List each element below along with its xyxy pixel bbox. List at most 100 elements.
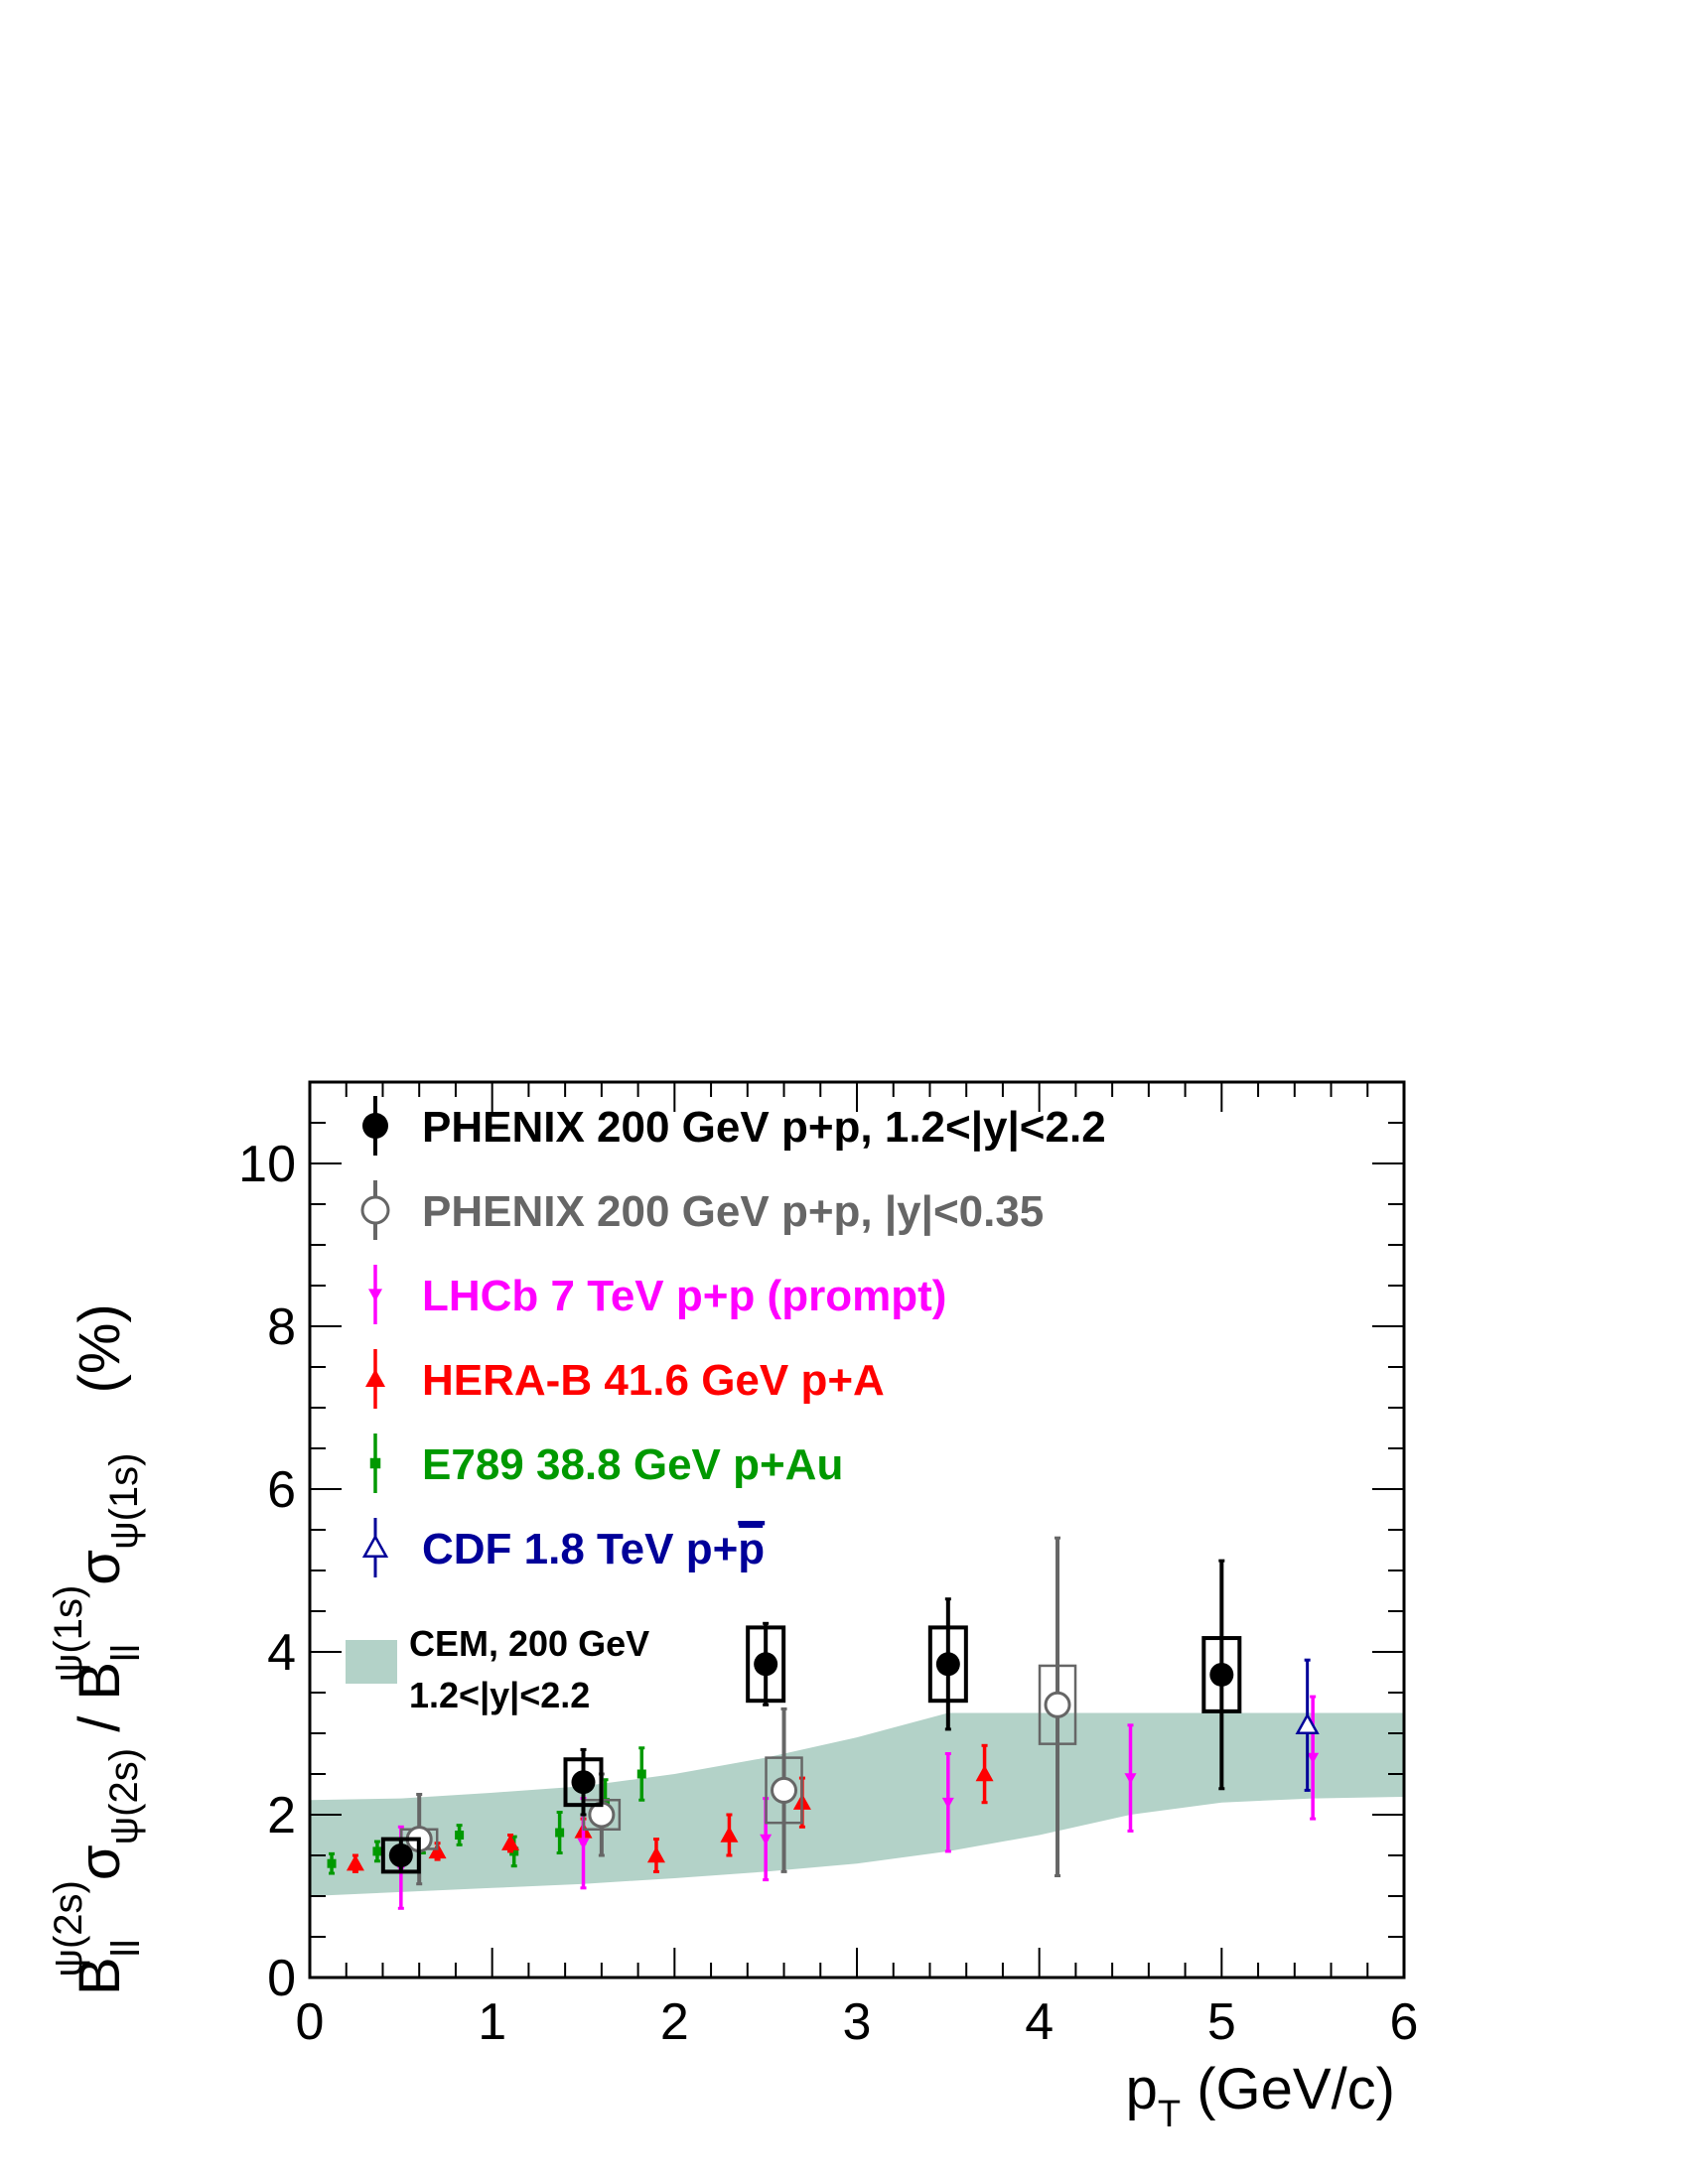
x-tick-label: 0 bbox=[296, 1993, 325, 2051]
x-tick-label: 6 bbox=[1390, 1993, 1419, 2051]
x-tick-label: 2 bbox=[660, 1993, 689, 2051]
y-title-psi1s-sub: ψ(1s) bbox=[102, 1453, 146, 1550]
y-title-ll2: ll bbox=[104, 1644, 148, 1662]
data-point bbox=[380, 1837, 421, 1874]
data-point bbox=[1307, 1695, 1320, 1821]
data-point bbox=[1201, 1559, 1242, 1791]
y-tick-label: 8 bbox=[267, 1298, 296, 1356]
data-point bbox=[346, 1853, 364, 1873]
marker-up-triangle bbox=[346, 1854, 364, 1871]
y-title-psi2s-sup: ψ(2s) bbox=[47, 1880, 90, 1977]
marker-down-triangle bbox=[1124, 1773, 1137, 1785]
data-point bbox=[765, 1706, 803, 1873]
marker-down-triangle bbox=[760, 1834, 773, 1845]
marker-filled-square bbox=[327, 1858, 337, 1868]
x-tick-label: 5 bbox=[1207, 1993, 1236, 2051]
marker-up-triangle bbox=[975, 1765, 994, 1782]
y-title-b2: B bbox=[68, 1662, 132, 1701]
marker-down-triangle bbox=[941, 1797, 954, 1809]
data-point bbox=[563, 1747, 604, 1817]
marker-filled-circle bbox=[388, 1843, 413, 1867]
marker-filled-square bbox=[369, 1457, 381, 1469]
data-point bbox=[327, 1851, 337, 1875]
marker-open-circle bbox=[771, 1776, 798, 1804]
x-axis-title-sub: T bbox=[1158, 2094, 1181, 2135]
legend-band-label-1: CEM, 200 GeV bbox=[409, 1623, 649, 1664]
legend-entry: CDF 1.8 TeV p+p bbox=[361, 1518, 765, 1577]
legend-cdf-main: CDF 1.8 TeV p+ bbox=[422, 1525, 738, 1573]
series-5 bbox=[1295, 1658, 1320, 1792]
y-title-psi1s-sup: ψ(1s) bbox=[47, 1585, 90, 1682]
data-point bbox=[1124, 1723, 1137, 1833]
x-axis-title-main: p bbox=[1126, 2057, 1158, 2121]
legend-label: E789 38.8 GeV p+Au bbox=[422, 1440, 843, 1489]
cem-band-layer bbox=[310, 1712, 1404, 1896]
legend-label: PHENIX 200 GeV p+p, 1.2<|y|<2.2 bbox=[422, 1103, 1106, 1153]
x-axis-title: pT (GeV/c) bbox=[1126, 2057, 1395, 2135]
legend-entry: HERA-B 41.6 GeV p+A bbox=[365, 1349, 885, 1409]
y-title-sigma1: σ bbox=[68, 1844, 132, 1880]
y-tick-label: 4 bbox=[267, 1624, 296, 1682]
marker-up-triangle bbox=[428, 1842, 447, 1859]
legend-entry: PHENIX 200 GeV p+p, |y|<0.35 bbox=[360, 1180, 1044, 1240]
legend-band-label-2: 1.2<|y|<2.2 bbox=[409, 1675, 590, 1716]
legend-label: LHCb 7 TeV p+p (prompt) bbox=[422, 1272, 946, 1320]
legend-label: PHENIX 200 GeV p+p, |y|<0.35 bbox=[422, 1187, 1044, 1237]
marker-filled-circle bbox=[362, 1113, 388, 1139]
x-tick-label: 4 bbox=[1025, 1993, 1054, 2051]
marker-filled-square bbox=[636, 1769, 646, 1779]
data-point bbox=[1038, 1536, 1077, 1877]
data-point bbox=[372, 1840, 382, 1863]
marker-filled-square bbox=[372, 1846, 382, 1856]
data-point bbox=[501, 1834, 520, 1853]
data-point bbox=[1295, 1658, 1320, 1792]
legend-label: HERA-B 41.6 GeV p+A bbox=[422, 1356, 885, 1405]
marker-open-circle bbox=[360, 1195, 390, 1225]
data-point bbox=[555, 1811, 565, 1855]
data-layer bbox=[327, 1536, 1320, 1910]
legend-entry: LHCb 7 TeV p+p (prompt) bbox=[368, 1265, 946, 1324]
data-point bbox=[720, 1813, 739, 1857]
series-0 bbox=[380, 1559, 1242, 1874]
y-title-ll1: ll bbox=[104, 1940, 148, 1958]
marker-down-triangle bbox=[368, 1289, 382, 1301]
legend-band-swatch bbox=[346, 1640, 397, 1684]
data-point bbox=[975, 1743, 994, 1805]
marker-filled-square bbox=[455, 1831, 465, 1840]
marker-up-triangle bbox=[365, 1369, 385, 1387]
y-tick-label: 10 bbox=[238, 1136, 296, 1193]
legend-entry: E789 38.8 GeV p+Au bbox=[369, 1433, 843, 1493]
marker-open-up-triangle bbox=[1295, 1712, 1320, 1735]
marker-filled-circle bbox=[935, 1652, 960, 1677]
marker-up-triangle bbox=[720, 1826, 739, 1843]
legend-cdf-pbar: p bbox=[738, 1525, 765, 1573]
cem-band bbox=[310, 1712, 1404, 1896]
marker-filled-square bbox=[509, 1846, 519, 1856]
marker-up-triangle bbox=[501, 1834, 520, 1850]
data-point bbox=[455, 1824, 465, 1846]
marker-filled-square bbox=[555, 1828, 565, 1838]
axis-layer: 0 1 2 3 4 5 6 0 2 4 6 8 10 bbox=[238, 1081, 1419, 2051]
y-axis-title: Bllψ(2s)σψ(2s) / Bllψ(1s)σψ(1s)(%) bbox=[47, 1303, 148, 1995]
marker-open-up-triangle bbox=[361, 1534, 389, 1559]
data-point bbox=[927, 1597, 968, 1731]
y-title-psi2s-sub: ψ(2s) bbox=[102, 1748, 146, 1844]
x-tick-label: 3 bbox=[843, 1993, 872, 2051]
marker-up-triangle bbox=[646, 1846, 665, 1863]
marker-open-circle bbox=[1044, 1691, 1071, 1718]
y-tick-label: 6 bbox=[267, 1461, 296, 1519]
data-point bbox=[646, 1838, 665, 1873]
y-title-sigma2: σ bbox=[68, 1550, 132, 1585]
legend-label: CDF 1.8 TeV p+p bbox=[422, 1525, 765, 1573]
marker-filled-circle bbox=[571, 1770, 596, 1795]
marker-filled-circle bbox=[754, 1652, 778, 1677]
data-point bbox=[941, 1752, 954, 1853]
marker-down-triangle bbox=[577, 1838, 590, 1849]
legend-entry-band: CEM, 200 GeV 1.2<|y|<2.2 bbox=[346, 1623, 649, 1716]
x-axis-title-units: (GeV/c) bbox=[1181, 2057, 1395, 2121]
marker-filled-circle bbox=[1209, 1662, 1234, 1687]
y-title-units: (%) bbox=[68, 1303, 132, 1393]
y-title-slash: / bbox=[68, 1701, 132, 1748]
y-tick-label: 0 bbox=[267, 1950, 296, 2007]
